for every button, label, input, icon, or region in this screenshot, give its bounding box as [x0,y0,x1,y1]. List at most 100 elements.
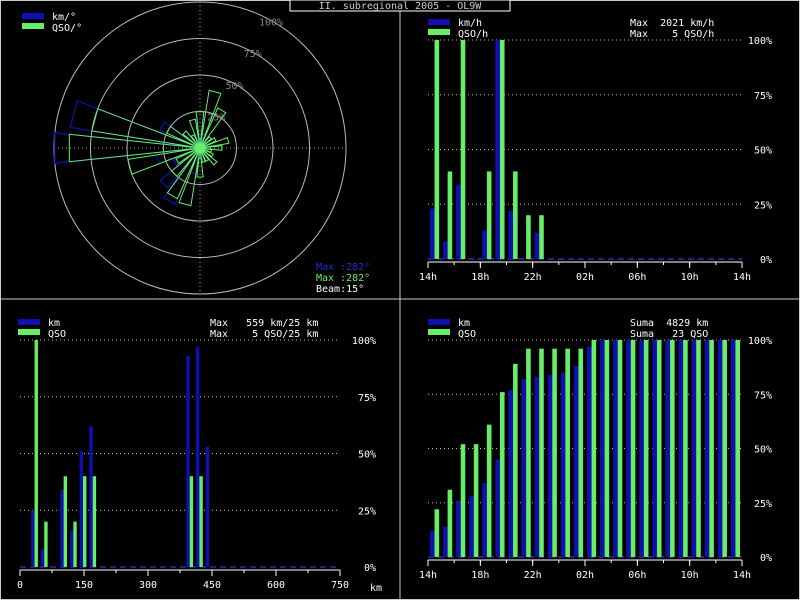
bar-qso [44,521,48,567]
bar-qso [460,444,466,557]
y-tick-label: 75% [754,390,772,401]
title-box [289,0,511,12]
x-tick-label: 14h [733,272,751,283]
bar-qso [709,340,714,557]
bar-qso [722,340,727,557]
bar-qso [447,489,453,557]
bar-km [443,526,448,557]
y-tick-label: 100% [352,336,376,347]
cumulative-bar-chart: km QSO Suma 4829 km Suma 23 QSO 0% 25% 50%… [419,318,772,581]
bar-km [456,500,461,557]
bar-qso [513,171,518,259]
x-tick-label: 14h [419,570,437,581]
bar-qso [696,340,701,557]
bar-qso [539,215,544,259]
bar-km [586,346,592,557]
x-tick-label: 600 [267,580,285,591]
x-tick-label: 06h [628,570,646,581]
bar-km [429,530,435,557]
polar-max-qso: Max :282° [316,273,370,284]
polar-qso-line [68,89,230,207]
bar-km [495,40,500,259]
polar-qso-series [68,89,230,207]
x-tick-label: 10h [681,570,699,581]
bar-km [717,340,723,557]
hourly-bar-chart: km/h QSO/h Max 2021 km/h Max 5 QSO/h 0% 2… [419,18,772,283]
bar-km [495,459,500,557]
bar-qso [513,363,518,557]
y-tick-label: 50% [358,450,376,461]
y-tick-label: 100% [748,336,772,347]
x-tick-label: 14h [419,272,437,283]
bar-km [730,340,736,557]
bar-qso [189,476,194,567]
x-tick-label: 300 [139,580,157,591]
polar-ring-label: 25% [207,112,225,123]
y-tick-label: 25% [358,506,376,517]
bar-qso [735,340,741,557]
bar-qso [656,340,662,557]
bar-km [205,446,210,567]
bar-km [639,340,644,557]
polar-beam: Beam:15° [316,284,364,295]
bar-qso [199,476,203,567]
hourly-legend-km-swatch [428,19,450,25]
bar-qso [617,340,623,557]
bar-qso [630,340,636,557]
hourly-legend-qso-swatch [428,29,450,35]
bar-qso [486,424,492,557]
x-tick-label: 18h [471,272,489,283]
bar-km [60,489,64,567]
bar-qso [83,476,87,567]
bar-km [79,451,84,567]
polar-max-km: Max :282° [316,262,370,273]
bar-km [456,184,461,259]
distance-legend-km-swatch [18,319,40,325]
bar-qso [604,340,610,557]
polar-legend-km-label: km/° [52,12,76,23]
y-tick-label: 25% [754,499,772,510]
polar-legend-qso-label: QSO/° [52,23,82,34]
bar-km [482,230,487,259]
bar-km [186,355,190,567]
x-tick-label: 150 [75,580,93,591]
hourly-stat-km: Max 2021 km/h [630,18,714,29]
x-tick-label: 22h [524,272,542,283]
y-tick-label: 75% [754,91,772,102]
bar-km [691,340,697,557]
bar-km [534,232,540,259]
bar-qso [591,340,597,557]
y-tick-label: 50% [754,146,772,157]
bar-km [678,340,684,557]
bar-qso [63,476,68,567]
bar-qso [499,392,505,557]
polar-ring-label: 100% [259,18,283,29]
bar-km [600,340,605,557]
polar-legend-km-swatch [22,13,44,19]
bar-km [652,340,657,557]
y-tick-label: 100% [748,36,772,47]
bar-qso [447,171,453,259]
bar-km [69,530,74,567]
distance-legend-qso-label: QSO [48,329,66,340]
bar-km [534,376,540,557]
y-tick-label: 0% [760,553,772,564]
bar-km [573,366,579,557]
bar-qso [565,348,570,557]
bar-km [547,374,553,557]
distance-stat-km: Max 559 km/25 km [210,318,318,329]
y-tick-label: 25% [754,200,772,211]
bar-km [469,496,474,557]
bar-qso [34,340,38,567]
x-tick-label: 02h [576,570,594,581]
bar-km [31,510,35,567]
hourly-legend-qso-label: QSO/h [458,29,488,40]
bar-qso [643,340,649,557]
bar-qso [526,215,531,259]
polar-chart: km/° QSO/° 25% 50% 75% 100% Max :282° Max :… [22,1,370,295]
cumulative-legend-km-label: km [458,318,470,329]
bar-qso [539,348,544,557]
bar-qso [486,171,492,259]
x-tick-label: 18h [471,570,489,581]
